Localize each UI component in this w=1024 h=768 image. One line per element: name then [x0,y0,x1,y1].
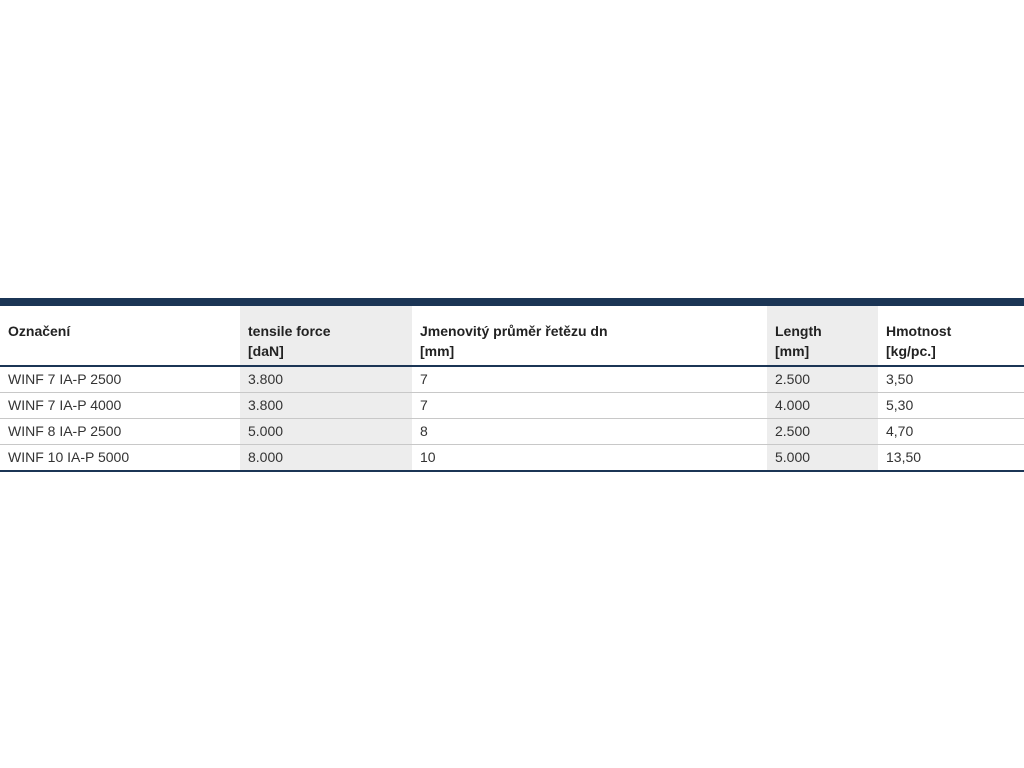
cell-length: 5.000 [767,444,878,472]
header-tensile-force: tensile force [daN] [240,306,412,367]
header-label: Jmenovitý průměr řetězu dn [420,323,608,339]
header-chain-diameter: Jmenovitý průměr řetězu dn [mm] [412,306,767,367]
header-unit: [kg/pc.] [886,343,936,359]
cell-designation: WINF 10 IA-P 5000 [0,444,240,472]
cell-length: 2.500 [767,366,878,393]
cell-chain-diameter: 7 [412,392,767,419]
header-label: tensile force [248,323,331,339]
header-unit: [mm] [420,343,455,359]
cell-chain-diameter: 10 [412,444,767,472]
product-table: Označení tensile force [daN] Jmenovitý prům… [0,306,1024,472]
cell-designation: WINF 7 IA-P 2500 [0,366,240,393]
table-row: WINF 7 IA-P 4000 3.800 7 4.000 5,30 [0,392,1024,419]
header-label: Označení [8,323,71,339]
header-unit: [mm] [775,343,810,359]
cell-weight: 3,50 [878,366,1024,393]
cell-weight: 13,50 [878,444,1024,472]
header-label: Length [775,323,822,339]
header-designation: Označení [0,306,240,367]
header-length: Length [mm] [767,306,878,367]
cell-designation: WINF 8 IA-P 2500 [0,418,240,445]
table-row: WINF 8 IA-P 2500 5.000 8 2.500 4,70 [0,418,1024,445]
cell-length: 4.000 [767,392,878,419]
cell-tensile-force: 3.800 [240,392,412,419]
cell-tensile-force: 3.800 [240,366,412,393]
cell-chain-diameter: 8 [412,418,767,445]
header-unit: [daN] [248,343,284,359]
table-row: WINF 10 IA-P 5000 8.000 10 5.000 13,50 [0,444,1024,472]
cell-chain-diameter: 7 [412,366,767,393]
header-row: Označení tensile force [daN] Jmenovitý prům… [0,306,1024,367]
header-weight: Hmotnost [kg/pc.] [878,306,1024,367]
cell-tensile-force: 8.000 [240,444,412,472]
header-label: Hmotnost [886,323,952,339]
cell-tensile-force: 5.000 [240,418,412,445]
cell-designation: WINF 7 IA-P 4000 [0,392,240,419]
table-top-bar [0,298,1024,306]
cell-length: 2.500 [767,418,878,445]
cell-weight: 5,30 [878,392,1024,419]
table-row: WINF 7 IA-P 2500 3.800 7 2.500 3,50 [0,366,1024,393]
cell-weight: 4,70 [878,418,1024,445]
